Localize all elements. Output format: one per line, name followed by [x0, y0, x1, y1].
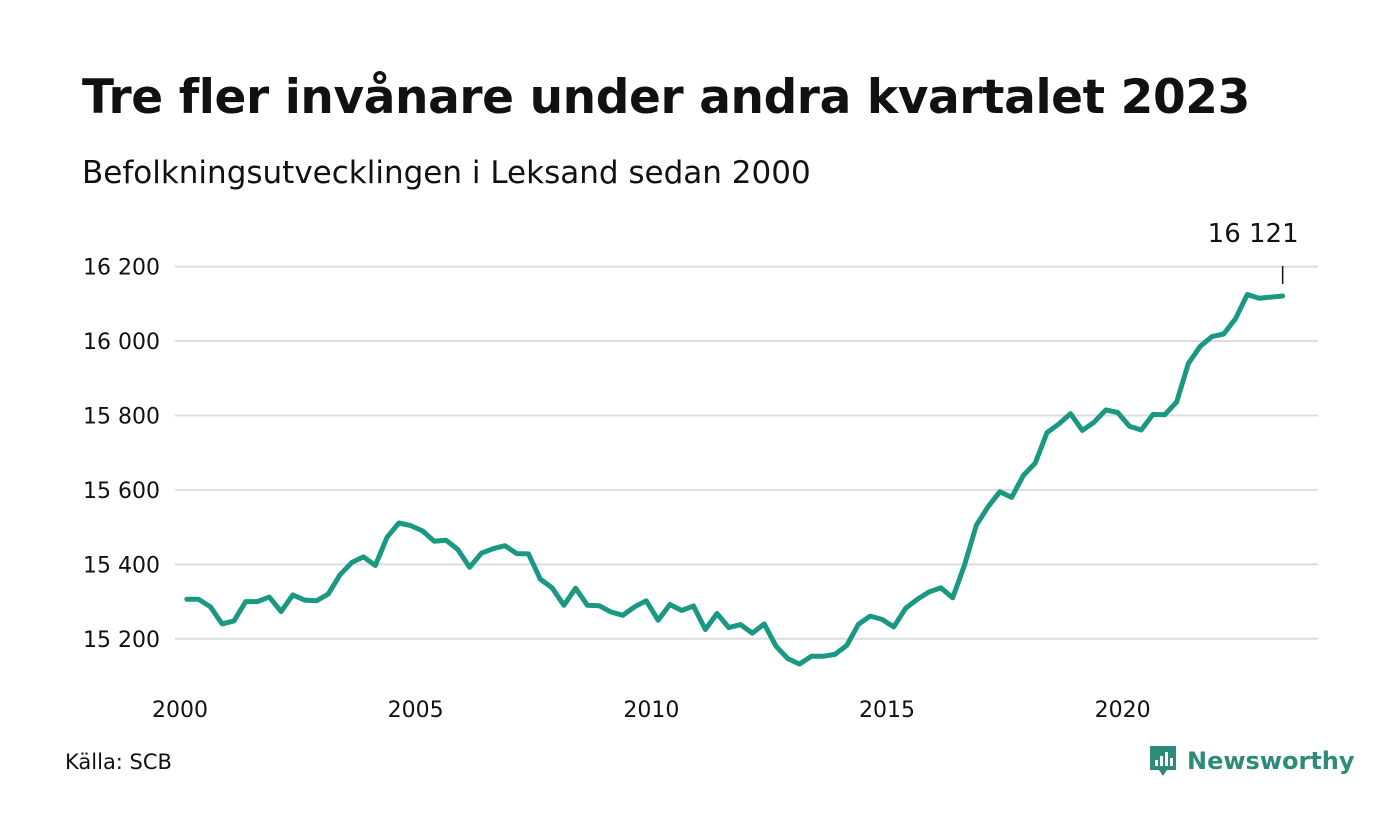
x-tick-label: 2010 — [623, 698, 679, 723]
series-line — [184, 292, 1286, 667]
x-tick-label: 2000 — [152, 698, 208, 723]
y-tick-label: 15 800 — [83, 404, 160, 429]
series-group — [184, 292, 1286, 667]
y-axis-tick-labels: 15 200 15 400 15 600 15 800 16 000 16 200 — [83, 256, 160, 653]
y-tick-label: 15 600 — [83, 479, 160, 504]
x-axis-tick-labels: 2000 2005 2010 2015 2020 — [152, 698, 1151, 723]
y-tick-label: 16 200 — [83, 256, 160, 281]
x-tick-label: 2005 — [388, 698, 444, 723]
y-tick-label: 16 000 — [83, 330, 160, 355]
chart-subtitle: Befolkningsutvecklingen i Leksand sedan … — [82, 155, 811, 191]
source-note: Källa: SCB — [65, 750, 172, 774]
x-tick-label: 2015 — [859, 698, 915, 723]
brand-name: Newsworthy — [1187, 747, 1355, 775]
grid-lines — [175, 265, 1318, 640]
annotation-label: 16 121 — [1208, 219, 1299, 249]
chart-title: Tre fler invånare under andra kvartalet … — [82, 70, 1250, 125]
x-tick-label: 2020 — [1095, 698, 1151, 723]
y-tick-label: 15 200 — [83, 628, 160, 653]
annotation-group: 16 121 — [1208, 219, 1299, 285]
newsworthy-logo-icon — [1150, 746, 1176, 776]
y-tick-label: 15 400 — [83, 553, 160, 578]
brand[interactable]: Newsworthy — [1148, 744, 1355, 778]
